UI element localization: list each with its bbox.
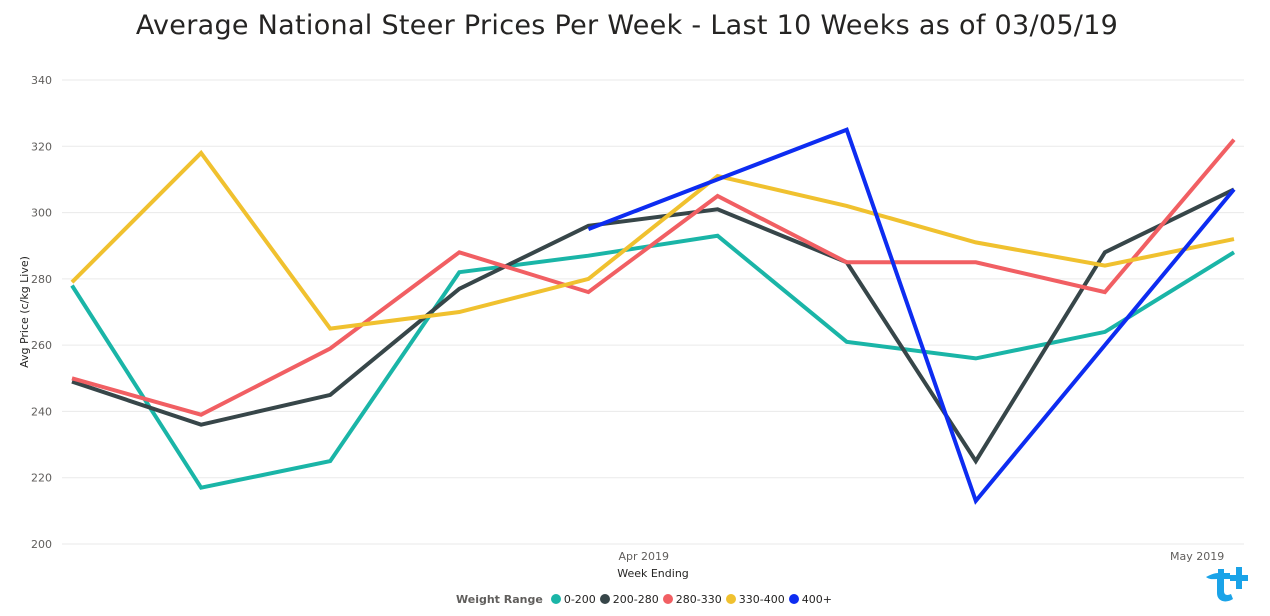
y-tick-label: 280 bbox=[31, 273, 52, 286]
y-tick-label: 320 bbox=[31, 140, 52, 153]
series-line-330-400 bbox=[70, 149, 1235, 331]
series-line-200-280 bbox=[71, 187, 1235, 465]
legend-marker bbox=[662, 594, 673, 604]
series-line-0-200 bbox=[70, 233, 1236, 490]
y-tick-label: 200 bbox=[31, 538, 52, 551]
y-axis-title: Avg Price (c/kg Live) bbox=[18, 256, 31, 368]
series-line-400-plus bbox=[587, 127, 1236, 505]
legend-label: 280-330 bbox=[675, 592, 722, 606]
x-tick-label: Apr 2019 bbox=[619, 550, 670, 563]
legend-marker bbox=[599, 594, 610, 604]
chart-title: Average National Steer Prices Per Week -… bbox=[135, 10, 1119, 41]
legend-label: 400+ bbox=[801, 592, 832, 606]
x-axis-title: Week Ending bbox=[617, 567, 689, 580]
legend: Weight Range 0-200 200-280 280-330 330-4… bbox=[456, 592, 836, 606]
brand-logo-icon bbox=[1206, 567, 1248, 602]
y-tick-label: 240 bbox=[31, 405, 52, 418]
legend-label: 200-280 bbox=[612, 592, 659, 606]
legend-label: 0-200 bbox=[563, 592, 596, 606]
legend-item-0-200[interactable]: 0-200 bbox=[550, 592, 596, 606]
legend-label: 330-400 bbox=[738, 592, 785, 606]
legend-item-400-plus[interactable]: 400+ bbox=[788, 592, 832, 606]
series-line-280-330 bbox=[71, 138, 1236, 417]
legend-item-280-330[interactable]: 280-330 bbox=[662, 592, 722, 606]
legend-marker bbox=[550, 594, 561, 604]
legend-item-200-280[interactable]: 200-280 bbox=[599, 592, 659, 606]
y-tick-label: 260 bbox=[31, 339, 52, 352]
legend-marker bbox=[788, 594, 799, 604]
y-tick-label: 300 bbox=[31, 207, 52, 220]
legend-title: Weight Range bbox=[456, 592, 543, 606]
x-tick-label: May 2019 bbox=[1170, 550, 1224, 563]
legend-marker bbox=[725, 594, 736, 604]
y-tick-label: 220 bbox=[31, 472, 52, 485]
legend-item-330-400[interactable]: 330-400 bbox=[725, 592, 785, 606]
y-tick-label: 340 bbox=[31, 74, 52, 87]
